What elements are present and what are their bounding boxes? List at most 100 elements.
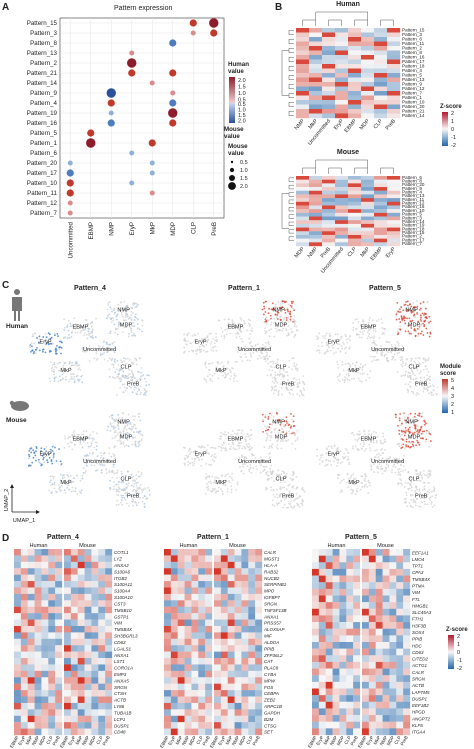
umap-point	[400, 375, 403, 377]
gene-cell	[332, 549, 340, 556]
human-heat-cell	[296, 37, 310, 42]
gene-col-label: EBMP	[209, 735, 220, 749]
umap-point	[130, 331, 133, 334]
umap-point	[389, 456, 391, 458]
human-heat-row-label: Pattern_1	[402, 95, 422, 100]
umap-point	[275, 446, 278, 448]
umap-point	[275, 389, 278, 392]
gene-cell	[346, 681, 354, 689]
umap-point	[57, 335, 59, 338]
umap-point	[276, 310, 279, 313]
umap-point	[109, 316, 112, 319]
umap-point	[131, 334, 134, 337]
umap-point	[399, 321, 402, 324]
umap-point	[59, 490, 62, 493]
umap-point	[135, 474, 138, 476]
umap-point	[140, 371, 143, 374]
umap-point	[48, 456, 51, 459]
gene-cell	[164, 645, 172, 652]
gene-cell	[248, 619, 256, 627]
umap-point	[391, 471, 393, 474]
umap-point	[420, 432, 423, 435]
gene-cell	[205, 690, 213, 697]
gene-cell	[27, 664, 35, 672]
umap-point	[223, 318, 226, 321]
umap-point	[130, 494, 132, 497]
umap-point	[124, 432, 127, 435]
umap-point	[205, 462, 208, 465]
umap-point	[373, 341, 376, 344]
umap-point	[337, 447, 339, 449]
gene-cell	[312, 701, 320, 709]
umap-point	[276, 488, 278, 491]
mouse-heat-cell	[335, 234, 349, 239]
zscore-tick: -2	[451, 143, 456, 149]
umap-point	[268, 423, 271, 426]
umap-point	[294, 381, 296, 384]
human-heat-cell	[387, 28, 401, 33]
umap-title: Pattern_1	[228, 285, 260, 292]
gene-cell	[234, 709, 242, 716]
mouse-heat-cell	[361, 227, 375, 232]
gene-cell	[332, 681, 340, 689]
human-heat-cell	[335, 86, 349, 92]
gene-cell	[191, 581, 199, 588]
umap-point	[139, 379, 142, 382]
umap-point	[122, 477, 125, 480]
umap-point	[280, 383, 282, 385]
umap-point	[430, 393, 433, 396]
umap-point	[250, 354, 253, 357]
umap-point	[31, 461, 34, 464]
gene-cell	[170, 568, 178, 575]
gene-cell	[241, 600, 249, 607]
umap-point	[263, 468, 266, 471]
gene-cell	[353, 635, 361, 643]
gene-cell	[191, 728, 199, 736]
gene-cell	[403, 668, 411, 676]
gene-cell	[198, 677, 206, 684]
umap-point	[398, 344, 400, 347]
gene-cell	[64, 722, 72, 729]
umap-point	[63, 362, 66, 364]
umap-point	[241, 455, 243, 458]
gene-cell	[105, 728, 113, 736]
umap-point	[349, 364, 352, 367]
umap-point	[71, 330, 74, 333]
gene-cell	[234, 664, 242, 672]
umap-point	[90, 348, 92, 350]
gene-cell	[220, 696, 228, 704]
human-legend-title-2: value	[228, 68, 244, 75]
umap-point	[407, 383, 410, 386]
dotplot-dot	[170, 90, 176, 96]
gene-cell	[20, 600, 28, 607]
umap-point	[417, 505, 420, 508]
gene-cell	[191, 702, 199, 710]
mouse-heat-cell	[361, 190, 375, 195]
gene-cell	[214, 683, 222, 691]
umap-cluster-label: NMP	[405, 307, 418, 313]
zscore-tick: 0	[451, 127, 454, 133]
gene-cell	[389, 562, 397, 570]
umap-point	[262, 301, 265, 304]
gene-label: PTMA	[412, 584, 425, 589]
umap-point	[298, 381, 301, 383]
umap-point	[421, 312, 424, 315]
umap-point	[359, 488, 362, 491]
umap-point	[427, 470, 430, 473]
umap-point	[52, 342, 54, 345]
umap-point	[53, 377, 56, 380]
umap-point	[355, 333, 358, 336]
umap-point	[353, 483, 356, 486]
umap-point	[424, 365, 427, 368]
gene-cell	[318, 648, 326, 656]
human-heat-cell	[387, 91, 401, 96]
umap-point	[186, 334, 189, 337]
gene-cell	[312, 555, 320, 563]
gene-cell	[241, 625, 249, 633]
umap-point	[222, 480, 224, 482]
umap-point	[129, 428, 132, 430]
umap-point	[49, 475, 52, 478]
mouse-heat-cell	[296, 179, 310, 184]
umap-point	[397, 468, 400, 471]
umap-point	[367, 329, 370, 332]
